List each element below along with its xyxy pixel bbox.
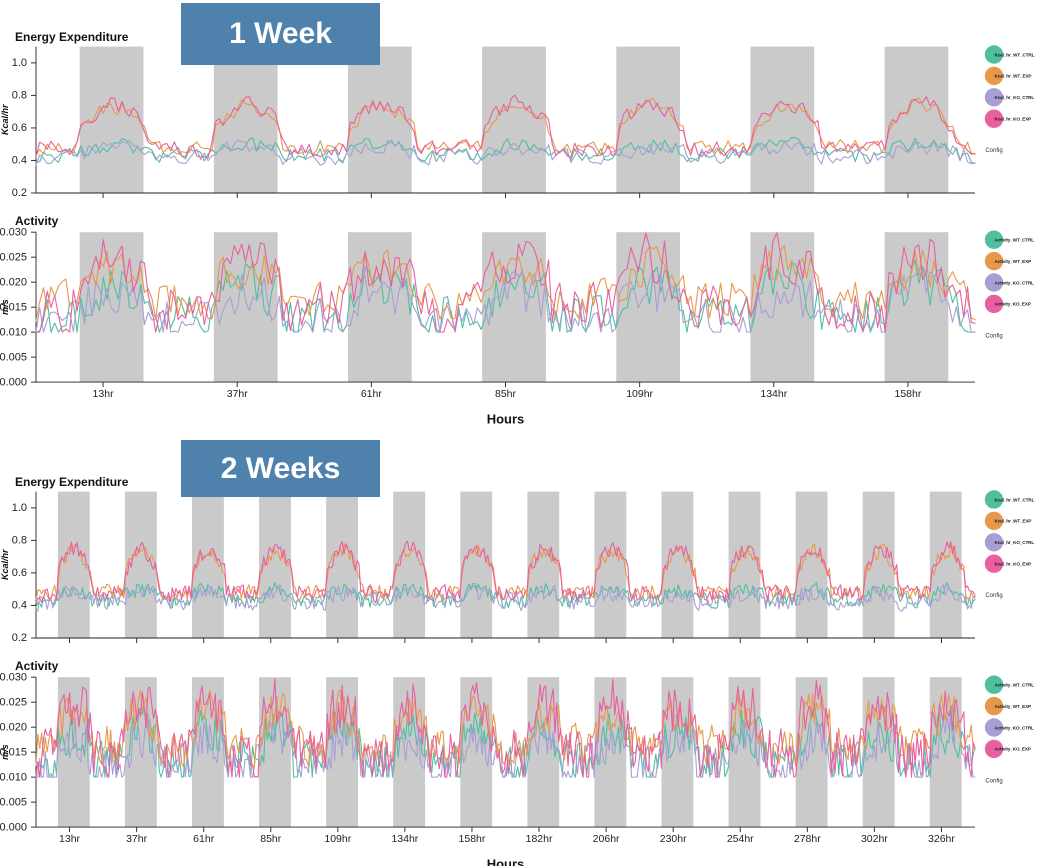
svg-text:Activity_KO_EXP: Activity_KO_EXP (995, 302, 1031, 307)
svg-text:Kcal_hr_WT_CTRL: Kcal_hr_WT_CTRL (995, 52, 1035, 57)
svg-text:Energy Expenditure: Energy Expenditure (15, 475, 129, 489)
svg-text:206hr: 206hr (593, 833, 620, 845)
svg-text:109hr: 109hr (324, 833, 351, 845)
svg-text:Activity: Activity (15, 659, 59, 673)
svg-text:0.2: 0.2 (12, 187, 27, 199)
svg-text:158hr: 158hr (459, 833, 486, 845)
svg-text:Config: Config (985, 593, 1002, 599)
svg-text:85hr: 85hr (260, 833, 282, 845)
svg-text:Kcal/hr: Kcal/hr (0, 549, 10, 580)
svg-text:Config: Config (985, 148, 1002, 154)
svg-text:Activity_WT_EXP: Activity_WT_EXP (995, 704, 1032, 709)
svg-text:0.005: 0.005 (0, 351, 27, 363)
svg-text:0.010: 0.010 (0, 771, 27, 783)
svg-text:0.005: 0.005 (0, 796, 27, 808)
svg-text:Activity_WT_CTRL: Activity_WT_CTRL (995, 238, 1035, 243)
svg-text:Activity: Activity (15, 214, 59, 228)
svg-text:Activity_KO_EXP: Activity_KO_EXP (995, 747, 1031, 752)
svg-text:0.4: 0.4 (12, 155, 27, 167)
svg-text:0.030: 0.030 (0, 671, 27, 683)
svg-text:Hours: Hours (487, 857, 525, 866)
svg-text:302hr: 302hr (861, 833, 888, 845)
svg-text:0.025: 0.025 (0, 251, 27, 263)
svg-text:0.2: 0.2 (12, 632, 27, 644)
svg-text:37hr: 37hr (126, 833, 148, 845)
svg-text:m/s: m/s (0, 299, 10, 315)
svg-text:230hr: 230hr (660, 833, 687, 845)
svg-text:13hr: 13hr (93, 388, 115, 400)
svg-text:1.0: 1.0 (12, 57, 27, 69)
svg-text:Kcal_hr_WT_CTRL: Kcal_hr_WT_CTRL (995, 497, 1035, 502)
svg-text:1.0: 1.0 (12, 502, 27, 514)
svg-text:0.6: 0.6 (12, 122, 27, 134)
svg-text:37hr: 37hr (227, 388, 249, 400)
svg-text:254hr: 254hr (727, 833, 754, 845)
svg-text:Kcal_hr_KO_CTRL: Kcal_hr_KO_CTRL (995, 95, 1035, 100)
svg-text:0.000: 0.000 (0, 376, 27, 388)
svg-text:Kcal_hr_KO_EXP: Kcal_hr_KO_EXP (995, 117, 1032, 122)
svg-text:158hr: 158hr (895, 388, 922, 400)
svg-text:0.000: 0.000 (0, 821, 27, 833)
svg-text:Energy Expenditure: Energy Expenditure (15, 30, 129, 44)
svg-text:Kcal/hr: Kcal/hr (0, 104, 10, 135)
svg-text:134hr: 134hr (760, 388, 787, 400)
svg-text:61hr: 61hr (361, 388, 383, 400)
svg-text:Activity_KO_CTRL: Activity_KO_CTRL (995, 280, 1035, 285)
svg-text:61hr: 61hr (193, 833, 215, 845)
svg-text:134hr: 134hr (391, 833, 418, 845)
svg-text:Kcal_hr_KO_CTRL: Kcal_hr_KO_CTRL (995, 540, 1035, 545)
svg-text:0.030: 0.030 (0, 226, 27, 238)
svg-text:Kcal_hr_WT_EXP: Kcal_hr_WT_EXP (995, 74, 1032, 79)
svg-text:Activity_WT_EXP: Activity_WT_EXP (995, 259, 1032, 264)
svg-text:0.8: 0.8 (12, 535, 27, 547)
svg-text:0.020: 0.020 (0, 276, 27, 288)
svg-text:Kcal_hr_WT_EXP: Kcal_hr_WT_EXP (995, 519, 1032, 524)
svg-text:109hr: 109hr (626, 388, 653, 400)
svg-text:Activity_KO_CTRL: Activity_KO_CTRL (995, 725, 1035, 730)
svg-text:0.025: 0.025 (0, 696, 27, 708)
svg-text:278hr: 278hr (794, 833, 821, 845)
svg-text:326hr: 326hr (928, 833, 955, 845)
svg-text:85hr: 85hr (495, 388, 517, 400)
svg-text:0.4: 0.4 (12, 600, 27, 612)
svg-text:Hours: Hours (487, 412, 525, 427)
svg-text:13hr: 13hr (59, 833, 81, 845)
svg-text:Activity_WT_CTRL: Activity_WT_CTRL (995, 683, 1035, 688)
svg-text:0.8: 0.8 (12, 90, 27, 102)
svg-text:Config: Config (985, 333, 1002, 339)
svg-text:m/s: m/s (0, 744, 10, 760)
svg-text:0.010: 0.010 (0, 326, 27, 338)
svg-text:Config: Config (985, 778, 1002, 784)
svg-text:182hr: 182hr (526, 833, 553, 845)
svg-text:Kcal_hr_KO_EXP: Kcal_hr_KO_EXP (995, 562, 1032, 567)
svg-text:0.6: 0.6 (12, 567, 27, 579)
svg-text:0.020: 0.020 (0, 721, 27, 733)
